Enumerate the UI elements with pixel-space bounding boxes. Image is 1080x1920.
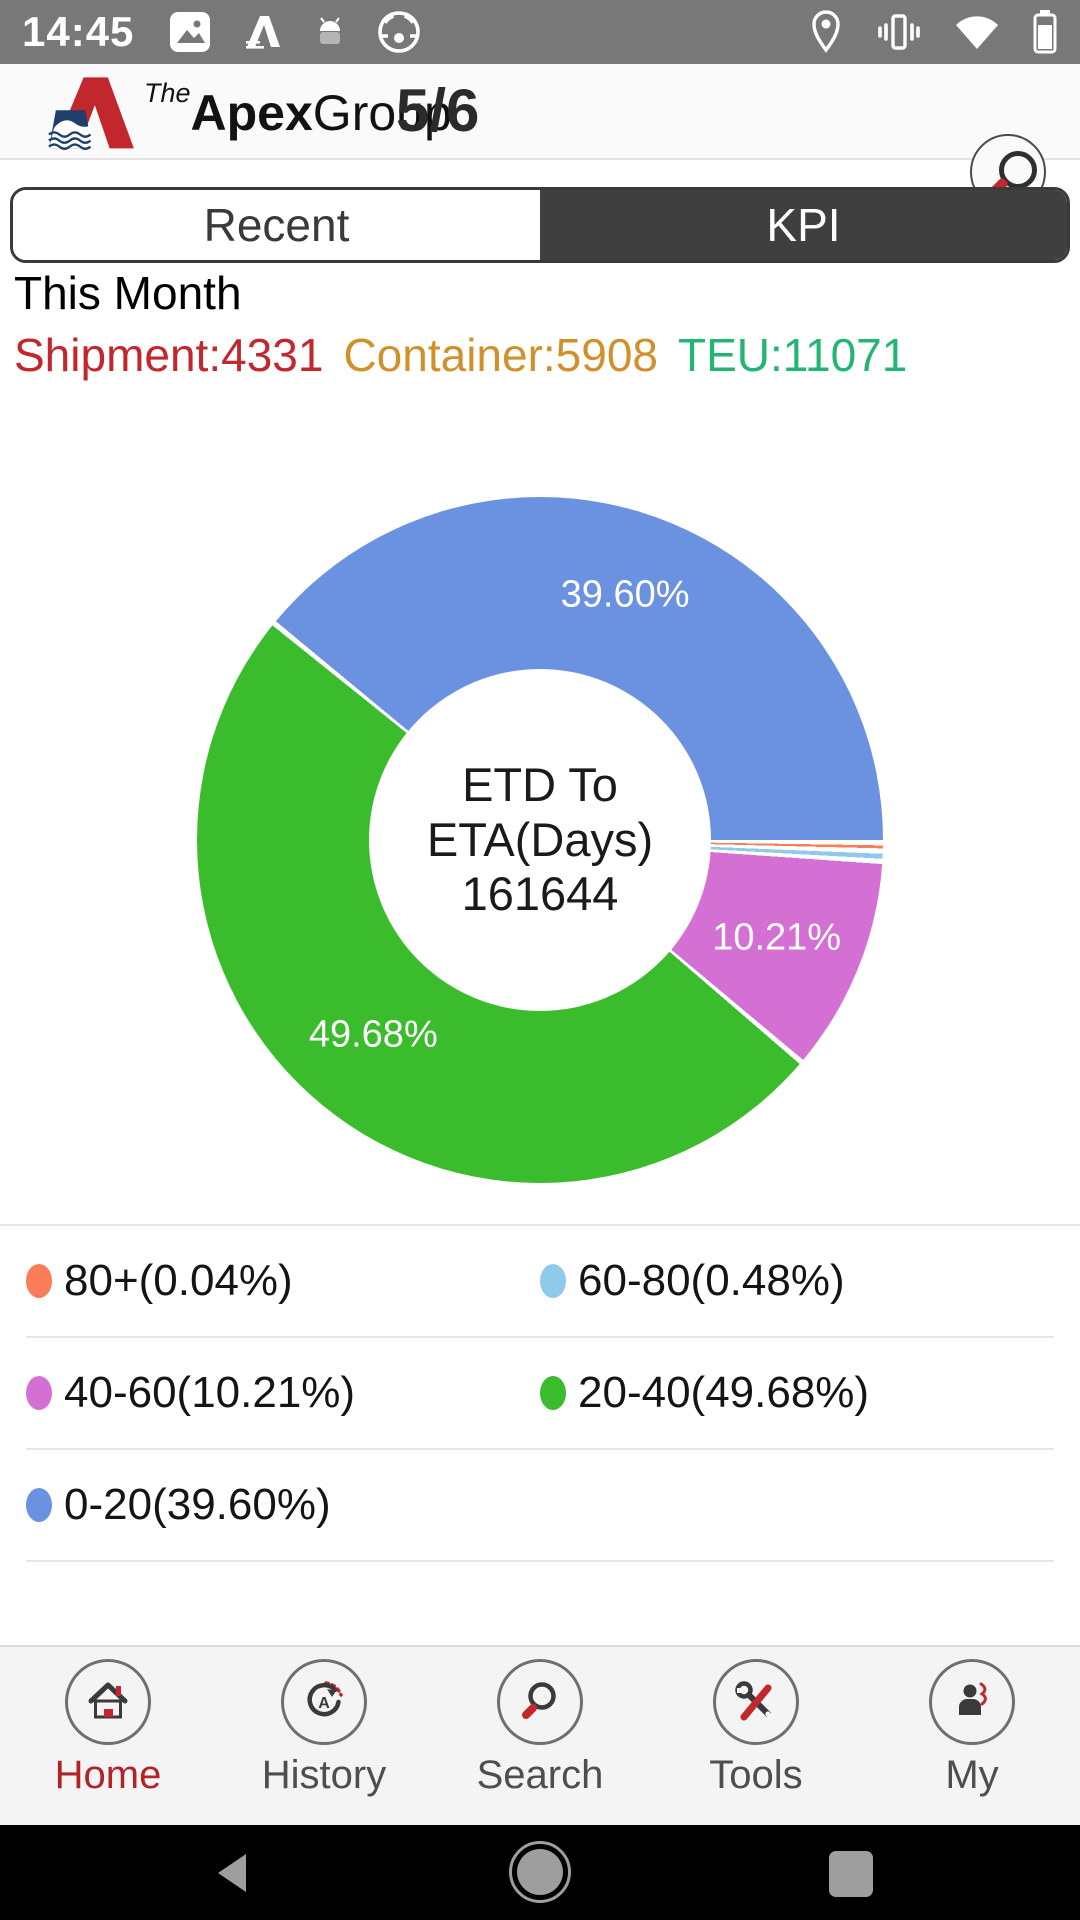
legend-dot-20-40 [540,1376,566,1410]
tools-icon [713,1659,799,1745]
center-line2: ETA(Days) [426,812,654,866]
nav-label-home: Home [54,1753,162,1797]
search-icon [999,151,1037,189]
donut-center: ETD To ETA(Days) 161644 [369,669,711,1011]
svg-text:A: A [318,1695,330,1712]
brand-apex: Apex [190,85,313,141]
legend-item-60-80[interactable]: 60-80(0.48%) [540,1256,1054,1306]
nav-item-history[interactable]: A History [216,1647,432,1825]
apex-app-icon [242,11,284,53]
location-icon [808,10,844,54]
legend-label: 40-60(10.21%) [64,1368,356,1417]
vibrate-icon [876,11,922,53]
home-button[interactable] [509,1841,571,1903]
legend-item-20-40[interactable]: 20-40(49.68%) [540,1368,1054,1418]
status-bar: 14:45 [0,0,1080,64]
battery-icon [1032,9,1058,55]
tab-kpi[interactable]: KPI [540,190,1067,260]
stat-shipment: Shipment:4331 [14,329,324,381]
page-indicator: 5/6 [396,77,480,144]
apex-drive-icon [376,9,422,55]
legend-item-0-20[interactable]: 0-20(39.60%) [26,1480,540,1530]
legend-row: 0-20(39.60%) [26,1450,1054,1562]
nav-item-home[interactable]: Home [0,1647,216,1825]
home-button-dot [517,1849,563,1895]
system-icons [808,9,1058,55]
nav-item-search[interactable]: Search [432,1647,648,1825]
home-icon [65,1659,151,1745]
etd-eta-donut-chart[interactable]: ETD To ETA(Days) 161644 39.60% 10.21% 49… [197,497,883,1183]
brand-group: Group [312,85,452,141]
legend-label: 0-20(39.60%) [64,1480,331,1529]
app-header: TheApexGroup 5/6 [0,64,1080,210]
photos-icon [168,10,212,54]
legend-dot-80plus [26,1264,52,1298]
chart-legend: 80+(0.04%) 60-80(0.48%) 40-60(10.21%) 20… [0,1224,1080,1562]
notification-icons [168,9,422,55]
stat-teu: TEU:11071 [678,329,908,381]
bottom-nav: Home A History Search [0,1645,1080,1825]
legend-row: 80+(0.04%) 60-80(0.48%) [26,1226,1054,1338]
donut-center-label: ETD To ETA(Days) 161644 [427,758,653,922]
history-icon: A [281,1659,367,1745]
brand-name: TheApexGroup [144,78,452,142]
wifi-icon [954,14,1000,50]
stat-container: Container:5908 [343,329,659,381]
slice-label-20-40: 49.68% [308,1013,438,1056]
recents-button[interactable] [829,1851,873,1897]
apex-group-logo [42,66,146,163]
nav-label-tools: Tools [709,1753,803,1797]
legend-label: 60-80(0.48%) [578,1256,845,1305]
android-nav-bar [0,1825,1080,1920]
legend-dot-40-60 [26,1376,52,1410]
search-icon [497,1659,583,1745]
android-icon [314,15,346,49]
recent-kpi-tabs: Recent KPI [10,187,1070,263]
tab-recent[interactable]: Recent [13,190,540,260]
nav-label-history: History [261,1753,387,1797]
nav-label-my: My [945,1753,999,1797]
legend-label: 80+(0.04%) [64,1256,293,1305]
slice-label-0-20: 39.60% [560,573,690,616]
slice-label-40-60: 10.21% [712,916,842,959]
legend-item-40-60[interactable]: 40-60(10.21%) [26,1368,540,1418]
nav-label-search: Search [476,1753,604,1797]
my-icon [929,1659,1015,1745]
legend-label: 20-40(49.68%) [578,1368,870,1417]
summary-title: This Month [14,267,242,319]
back-button[interactable] [218,1854,246,1892]
nav-item-my[interactable]: My [864,1647,1080,1825]
legend-item-80plus[interactable]: 80+(0.04%) [26,1256,540,1306]
legend-row: 40-60(10.21%) 20-40(49.68%) [26,1338,1054,1450]
brand-the: The [144,78,191,108]
center-line3: 161644 [461,867,619,921]
nav-item-tools[interactable]: Tools [648,1647,864,1825]
clock: 14:45 [22,8,135,55]
legend-dot-0-20 [26,1488,52,1522]
center-line1: ETD To [462,758,618,812]
summary-stats: Shipment:4331 Container:5908 TEU:11071 [14,328,907,382]
legend-dot-60-80 [540,1264,566,1298]
